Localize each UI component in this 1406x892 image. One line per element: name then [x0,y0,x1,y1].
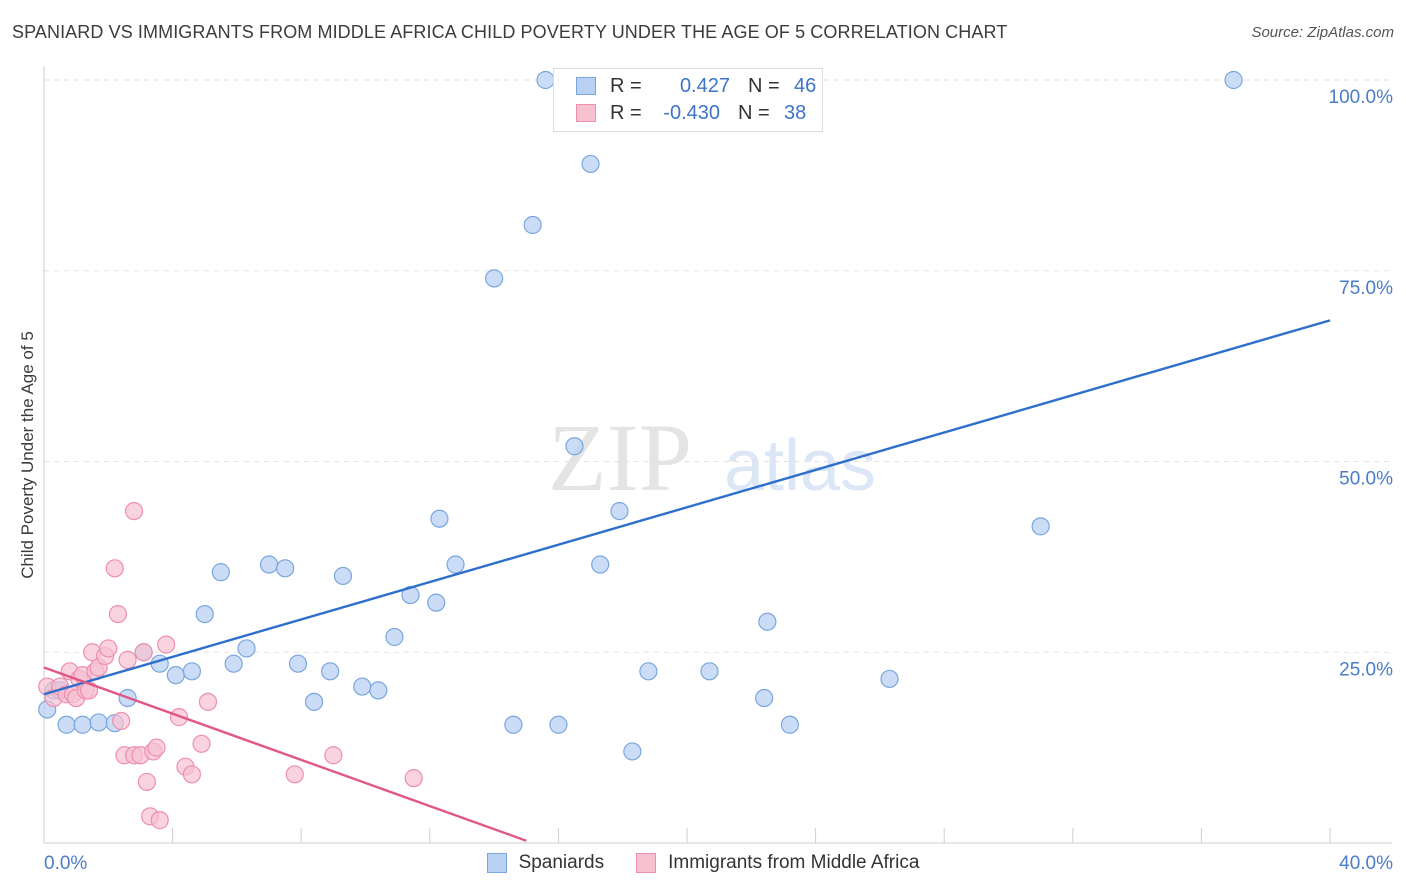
spaniards-point [523,215,542,235]
legend-swatch-pink [636,853,657,873]
watermark: ZIP atlas [548,404,876,511]
legend-label-spaniards: Spaniards [518,852,605,873]
spaniards-point [1031,517,1050,536]
legend-swatch-blue [576,77,596,95]
immigrants-point [134,643,153,662]
y-tick-label: 100.0% [1329,87,1394,108]
immigrants-point [150,811,169,830]
immigrants-point [192,734,211,753]
legend-n-label: N = [738,101,770,124]
immigrants-point [147,738,166,757]
spaniards-point [758,612,777,631]
immigrants-point [118,650,137,669]
y-tick-label: 25.0% [1339,659,1393,680]
spaniards-point [780,715,799,734]
spaniards-points [38,70,1243,761]
spaniards-point [639,662,658,681]
spaniards-point [288,654,308,673]
spaniards-point [755,688,774,708]
spaniards-point [549,715,568,734]
spaniards-point [430,509,449,528]
immigrants-point [112,711,131,731]
legend-item-spaniards: Spaniards [486,852,605,874]
watermark-zip: ZIP [548,404,692,511]
spaniards-trend-line [43,319,1331,696]
spaniards-point [166,666,185,685]
legend-r-label: R = [610,74,642,97]
legend-r-label: R = [610,101,642,124]
spaniards-point [57,715,76,734]
spaniards-point [353,677,372,696]
legend-swatch-pink [576,104,596,122]
spaniards-point [211,563,230,582]
spaniards-point [304,692,324,711]
spaniards-point [591,555,610,574]
immigrants-point [285,765,304,784]
legend-label-immigrants: Immigrants from Middle Africa [668,852,920,873]
spaniards-point [276,559,295,578]
immigrants-points [38,501,423,830]
spaniards-point [224,654,243,673]
series-legend: Spaniards Immigrants from Middle Africa [0,852,1406,874]
spaniards-point [237,639,256,658]
spaniards-point [880,669,899,689]
chart-title: SPANIARD VS IMMIGRANTS FROM MIDDLE AFRIC… [12,22,1008,42]
y-tick-label: 75.0% [1339,278,1393,299]
spaniards-point [321,662,340,681]
spaniards-point [385,627,404,647]
source-credit: Source: ZipAtlas.com [1251,24,1394,41]
spaniards-point [610,501,629,521]
spaniards-point [581,154,600,174]
spaniards-point [89,713,108,732]
legend-item-immigrants: Immigrants from Middle Africa [636,852,919,874]
legend-n-value: 46 [794,74,817,97]
spaniards-point [446,555,465,574]
spaniards-point [504,715,523,734]
immigrants-point [324,746,343,765]
spaniards-point [700,662,719,681]
legend-row-immigrants: R = -0.430 N = 38 [576,101,806,125]
trend-lines [43,319,1331,842]
spaniards-point [536,70,555,90]
axes [43,66,1392,844]
immigrants-point [124,501,144,521]
y-tick-labels: 25.0% 50.0% 75.0% 100.0% [1329,87,1394,680]
x-tick-label-min: 0.0% [44,853,87,874]
immigrants-point [182,765,201,784]
immigrants-point [108,604,128,624]
x-tick-label-max: 40.0% [1339,853,1393,874]
spaniards-point [623,742,642,761]
spaniards-point [259,555,279,574]
immigrants-point [157,635,176,654]
immigrants-point [99,639,118,658]
spaniards-point [1224,70,1243,90]
legend-n-value: 38 [784,101,807,124]
watermark-atlas: atlas [724,426,876,506]
immigrants-point [404,769,423,788]
y-tick-label: 50.0% [1339,469,1393,490]
spaniards-point [182,662,201,681]
gridlines [44,79,1392,653]
legend-swatch-blue [486,853,507,873]
immigrants-trend-line [43,666,527,842]
spaniards-point [485,269,504,288]
immigrants-point [198,692,218,711]
legend-row-spaniards: R = 0.427 N = 46 [576,74,816,98]
legend-r-value: -0.430 [663,101,720,124]
legend-r-value: 0.427 [679,74,730,97]
correlation-legend: R = 0.427 N = 46 R = -0.430 N = 38 [553,68,823,132]
spaniards-point [195,604,214,624]
spaniards-point [565,437,584,456]
legend-n-label: N = [748,74,780,97]
immigrants-point [105,559,124,578]
spaniards-point [333,566,353,586]
immigrants-point [137,772,156,792]
spaniards-point [369,681,388,700]
spaniards-point [427,593,446,612]
spaniards-point [73,715,92,734]
x-tick-labels: 0.0% 40.0% [44,853,1393,874]
